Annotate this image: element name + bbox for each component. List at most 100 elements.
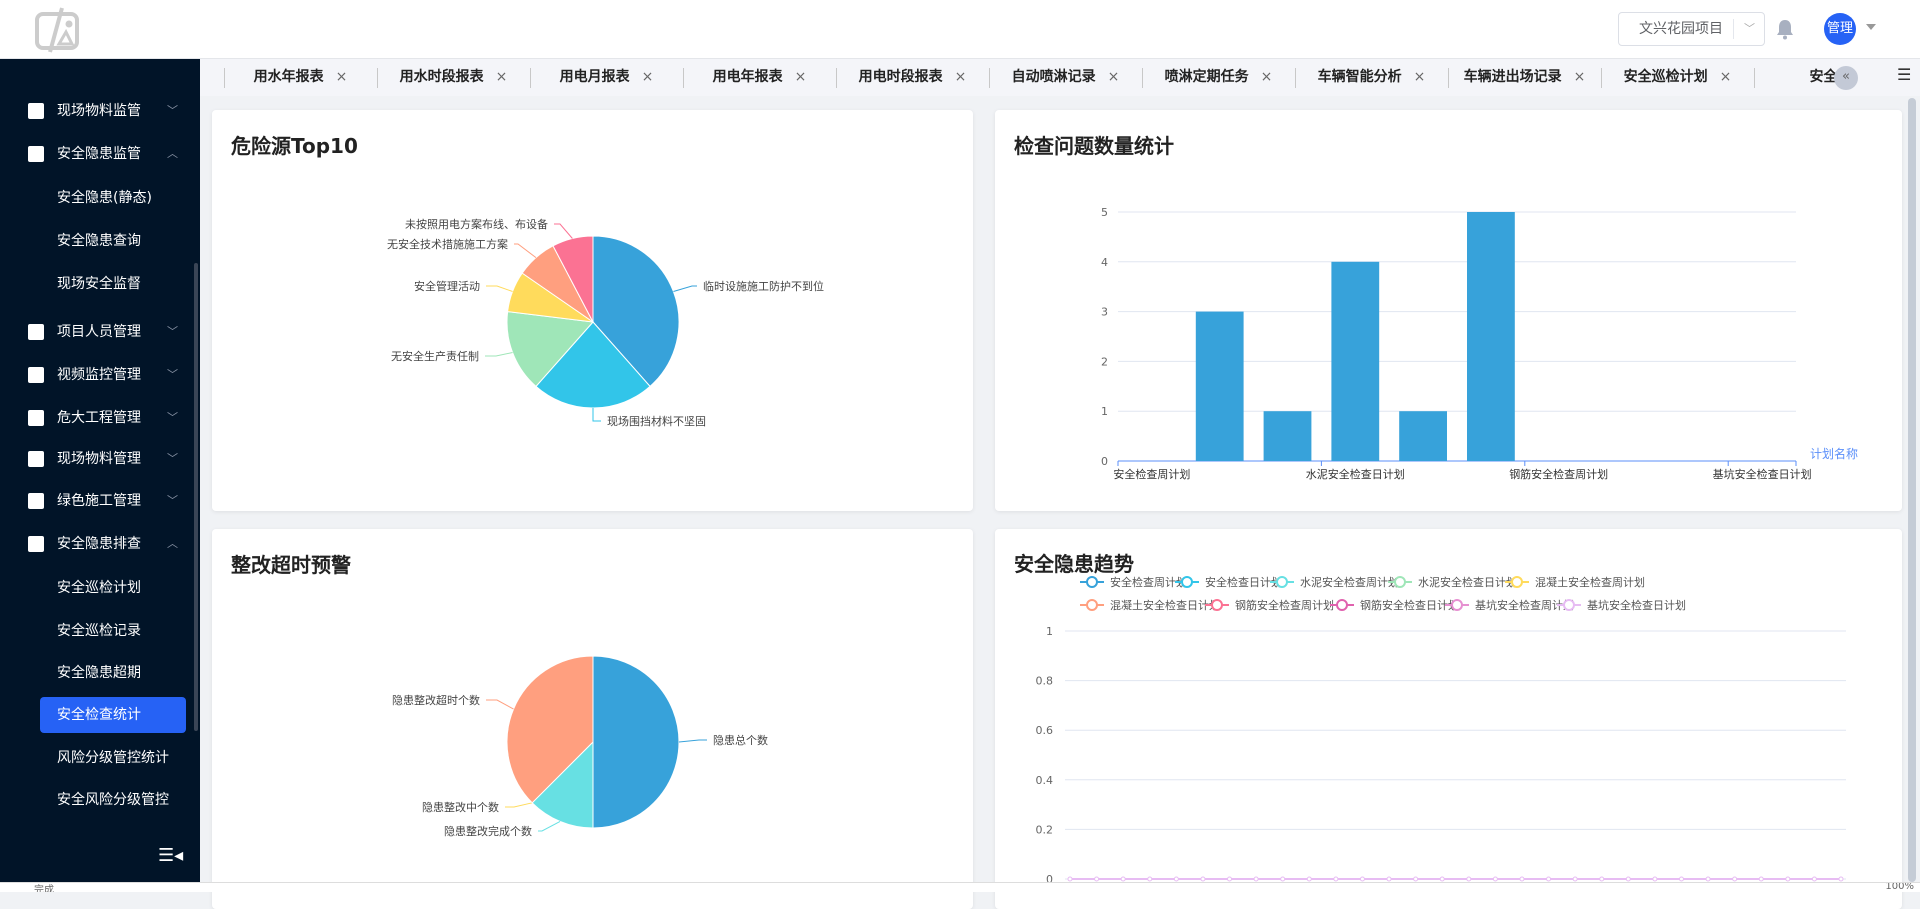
page-scrollbar[interactable]	[1908, 98, 1916, 882]
close-icon[interactable]: ×	[335, 69, 348, 85]
caret-down-icon[interactable]	[1866, 24, 1876, 30]
data-point[interactable]	[1811, 876, 1817, 882]
data-point[interactable]	[1599, 876, 1605, 882]
data-point[interactable]	[1227, 876, 1233, 882]
bell-icon[interactable]	[1776, 18, 1794, 40]
tab-0[interactable]: 用水年报表 ×	[224, 59, 377, 96]
data-point[interactable]	[1492, 876, 1498, 882]
bar[interactable]	[1195, 311, 1244, 461]
avatar[interactable]: 管理	[1824, 13, 1856, 45]
tab-1[interactable]: 用水时段报表 ×	[377, 59, 530, 96]
close-icon[interactable]: ×	[1719, 69, 1732, 85]
tab-7[interactable]: 车辆智能分析 ×	[1295, 59, 1448, 96]
sidebar-item-6[interactable]: 视频监控管理 ﹀	[0, 355, 200, 395]
sidebar-item-9[interactable]: 绿色施工管理 ﹀	[0, 481, 200, 521]
data-point[interactable]	[1838, 876, 1844, 882]
sidebar-item-1[interactable]: 安全隐患监管 ︿	[0, 134, 200, 174]
tab-2[interactable]: 用电月报表 ×	[530, 59, 683, 96]
data-point[interactable]	[1306, 876, 1312, 882]
sidebar-item-15[interactable]: 风险分级管控统计	[0, 738, 200, 778]
label-line	[592, 408, 601, 422]
sidebar-item-4[interactable]: 现场安全监督	[0, 264, 200, 304]
data-point[interactable]	[1173, 876, 1179, 882]
sidebar-item-13[interactable]: 安全隐患超期	[0, 653, 200, 693]
sidebar-item-3[interactable]: 安全隐患查询	[0, 221, 200, 261]
data-point[interactable]	[1413, 876, 1419, 882]
data-point[interactable]	[1280, 876, 1286, 882]
tab-9[interactable]: 安全巡检计划 ×	[1601, 59, 1754, 96]
legend-item[interactable]: 混凝土安全检查日计划	[1080, 598, 1220, 612]
legend-item[interactable]: 水泥安全检查周计划	[1270, 575, 1399, 589]
sidebar-item-7[interactable]: 危大工程管理 ﹀	[0, 398, 200, 438]
data-point[interactable]	[1785, 876, 1791, 882]
legend-item[interactable]: 水泥安全检查日计划	[1388, 575, 1517, 589]
data-point[interactable]	[1546, 876, 1552, 882]
pie-slice[interactable]	[531, 740, 594, 829]
close-icon[interactable]: ×	[954, 69, 967, 85]
sidebar-scrollbar[interactable]	[194, 263, 198, 731]
legend-item[interactable]: 安全检查周计划	[1080, 575, 1187, 589]
sidebar-item-5[interactable]: 项目人员管理 ﹀	[0, 312, 200, 352]
tab-6[interactable]: 喷淋定期任务 ×	[1142, 59, 1295, 96]
data-point[interactable]	[1466, 876, 1472, 882]
legend-item[interactable]: 安全检查日计划	[1175, 575, 1282, 589]
pie-slice[interactable]	[506, 655, 594, 804]
data-point[interactable]	[1439, 876, 1445, 882]
pie-slice[interactable]	[535, 321, 651, 409]
legend-item[interactable]: 钢筋安全检查日计划	[1330, 598, 1459, 612]
sidebar-item-8[interactable]: 现场物料管理 ﹀	[0, 439, 200, 479]
close-icon[interactable]: ×	[641, 69, 654, 85]
data-point[interactable]	[1652, 876, 1658, 882]
legend-item[interactable]: 基坑安全检查周计划	[1445, 598, 1574, 612]
bar[interactable]	[1399, 411, 1447, 461]
sidebar-item-16[interactable]: 安全风险分级管控	[0, 780, 200, 820]
close-icon[interactable]: ×	[794, 69, 807, 85]
data-point[interactable]	[1678, 876, 1684, 882]
pie-slice[interactable]	[506, 311, 595, 388]
data-point[interactable]	[1625, 876, 1631, 882]
sidebar-item-11[interactable]: 安全巡检计划	[0, 568, 200, 608]
tab-10[interactable]: 安全巡	[1754, 59, 1907, 96]
tab-5[interactable]: 自动喷淋记录 ×	[989, 59, 1142, 96]
data-point[interactable]	[1758, 876, 1764, 882]
tab-3[interactable]: 用电年报表 ×	[683, 59, 836, 96]
sidebar-item-0[interactable]: 现场物料监管 ﹀	[0, 91, 200, 131]
data-point[interactable]	[1147, 876, 1153, 882]
data-point[interactable]	[1386, 876, 1392, 882]
data-point[interactable]	[1519, 876, 1525, 882]
data-point[interactable]	[1572, 876, 1578, 882]
bar[interactable]	[1467, 212, 1515, 461]
close-icon[interactable]: ×	[1573, 69, 1586, 85]
data-point[interactable]	[1200, 876, 1206, 882]
sidebar-item-12[interactable]: 安全巡检记录	[0, 611, 200, 651]
data-point[interactable]	[1359, 876, 1365, 882]
sidebar-item-10[interactable]: 安全隐患排查 ︿	[0, 524, 200, 564]
data-point[interactable]	[1067, 876, 1073, 882]
tab-4[interactable]: 用电时段报表 ×	[836, 59, 989, 96]
close-icon[interactable]: ×	[1260, 69, 1273, 85]
sidebar-item-2[interactable]: 安全隐患(静态)	[0, 178, 200, 218]
pie-slice[interactable]	[552, 235, 594, 323]
data-point[interactable]	[1732, 876, 1738, 882]
close-icon[interactable]: ×	[1413, 69, 1426, 85]
pie-slice[interactable]	[592, 655, 680, 829]
data-point[interactable]	[1333, 876, 1339, 882]
data-point[interactable]	[1120, 876, 1126, 882]
data-point[interactable]	[1094, 876, 1100, 882]
legend-item[interactable]: 基坑安全检查日计划	[1557, 598, 1686, 612]
menu-fold-icon[interactable]: ☰◂	[158, 845, 184, 866]
bar[interactable]	[1331, 261, 1380, 461]
tab-scroll-left-button[interactable]: «	[1834, 66, 1858, 90]
close-icon[interactable]: ×	[495, 69, 508, 85]
legend-item[interactable]: 混凝土安全检查周计划	[1505, 575, 1645, 589]
pie-slice[interactable]	[592, 235, 680, 388]
tab-8[interactable]: 车辆进出场记录 ×	[1448, 59, 1601, 96]
tab-menu-icon[interactable]: ☰	[1897, 65, 1912, 84]
data-point[interactable]	[1253, 876, 1259, 882]
sidebar-item-14[interactable]: 安全检查统计	[40, 697, 186, 733]
data-point[interactable]	[1705, 876, 1711, 882]
close-icon[interactable]: ×	[1107, 69, 1120, 85]
project-select[interactable]: 文兴花园项目 ﹀	[1618, 12, 1765, 46]
bar[interactable]	[1263, 411, 1312, 461]
legend-item[interactable]: 钢筋安全检查周计划	[1205, 598, 1334, 612]
